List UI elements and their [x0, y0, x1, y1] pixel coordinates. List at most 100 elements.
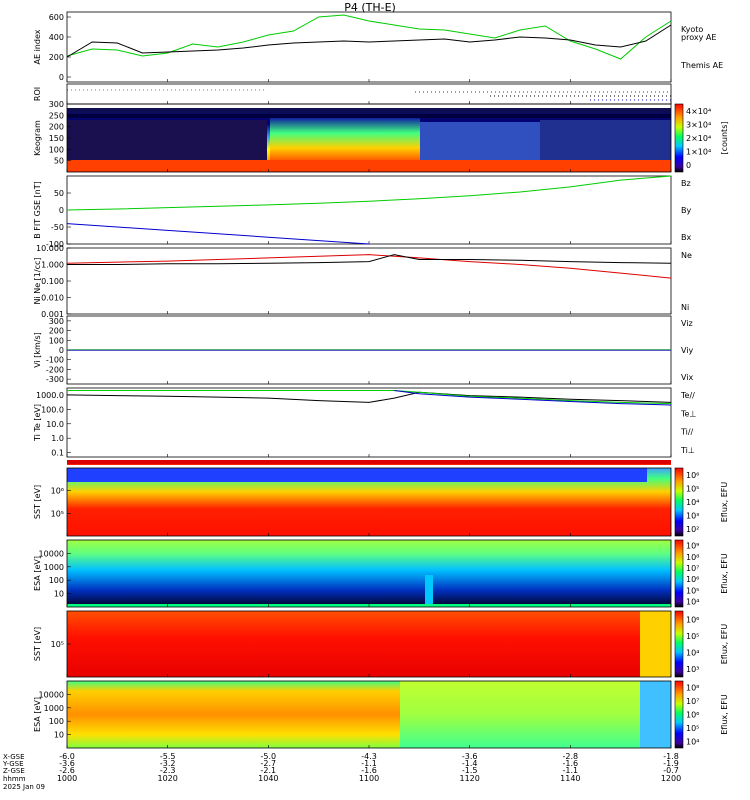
bfield-legend-label: By — [681, 206, 691, 215]
esa_e-colorbar-tick: 10⁴ — [686, 597, 699, 606]
velocity-ytick: -300 — [46, 375, 64, 384]
ephem-ygse-value: -2.7 — [261, 759, 277, 768]
temp-series-line — [66, 391, 672, 403]
ae-legend-label: proxy AE — [681, 33, 716, 42]
sst_i-ylabel: SST [eV] — [33, 627, 42, 661]
density-legend-label: Ni — [681, 303, 689, 312]
ephem-ygse-value: -1.9 — [663, 759, 679, 768]
sst-ion-colorbar — [674, 610, 684, 678]
ephem-ygse-label: Y-GSE — [2, 760, 24, 768]
bfield-series-line — [66, 175, 672, 211]
sst_e-colorbar-label: Eflux, EFU — [720, 482, 729, 523]
temp-ytick: 1000.0 — [36, 391, 64, 400]
bfield-ylabel: B FIT GSE [nT] — [33, 181, 42, 239]
velocity-ytick: 200 — [49, 327, 64, 336]
ephem-ygse-value: -3.2 — [160, 759, 176, 768]
sst_e-colorbar-tick: 10³ — [686, 512, 699, 521]
temp-series-line — [394, 390, 672, 406]
ephem-ygse-value: -1.1 — [361, 759, 377, 768]
temp-ytick: 10.0 — [46, 420, 64, 429]
velocity-ytick: 0 — [59, 346, 64, 355]
sst_i-colorbar-tick: 10³ — [686, 665, 699, 674]
ephem-ygse-value: -1.6 — [563, 759, 579, 768]
velocity-ytick: 100 — [49, 336, 64, 345]
keogram-colorbar-tick: 0 — [686, 161, 691, 170]
ae-legend-label: Kyoto — [681, 25, 703, 34]
keogram-colorbar-label: [counts] — [720, 122, 729, 155]
ephem-xgse-value: -6.0 — [59, 752, 75, 761]
ephem-xgse-value: -1.8 — [663, 752, 679, 761]
esa-ion-image — [67, 681, 671, 748]
velocity-ytick: -100 — [46, 356, 64, 365]
bfield-ytick: 50 — [54, 189, 64, 198]
ephem-zgse-label: Z-GSE — [3, 767, 25, 775]
esa_e-ylabel: ESA [eV] — [33, 556, 42, 591]
esa_i-colorbar-tick: 10⁷ — [686, 697, 699, 706]
keogram-ytick: 150 — [49, 134, 64, 143]
esa_i-ytick: 1000 — [44, 704, 64, 713]
esa_i-ytick: 10 — [54, 731, 64, 740]
sst_i-ytick: 10⁵ — [51, 640, 64, 649]
keogram-ytick: 300 — [49, 100, 64, 109]
roi-markers — [67, 89, 671, 101]
bfield-legend-label: Bx — [681, 233, 691, 242]
keogram-colorbar — [674, 103, 684, 173]
esa_i-ytick: 10000 — [39, 690, 64, 699]
esa_i-ytick: 100 — [49, 717, 64, 726]
esa_i-colorbar-label: Eflux, EFU — [720, 694, 729, 735]
keogram-colorbar-tick: 1×10⁴ — [686, 148, 711, 157]
sst_e-colorbar-tick: 10⁶ — [686, 471, 699, 480]
ephem-zgse-value: -2.1 — [261, 766, 277, 775]
esa_e-ytick: 100 — [49, 576, 64, 585]
esa_e-ytick: 10 — [54, 590, 64, 599]
esa_e-colorbar-tick: 10⁷ — [686, 564, 699, 573]
bfield-frame — [66, 175, 672, 245]
time-tick-label: 1040 — [258, 774, 278, 783]
keogram-ytick: 250 — [49, 111, 64, 120]
time-tick-label: 1020 — [157, 774, 177, 783]
ae-ytick: 200 — [49, 53, 64, 62]
velocity-legend-label: Vix — [681, 373, 694, 382]
ae-series-line — [66, 24, 672, 58]
sst_e-ylabel: SST [eV] — [33, 485, 42, 519]
temp-ytick: 0.1 — [51, 449, 64, 458]
keogram-ylabel: Keogram — [33, 120, 42, 156]
bfield-legend-label: Bz — [681, 179, 691, 188]
velocity-ylabel: Vi [km/s] — [33, 332, 42, 368]
density-frame — [66, 247, 672, 315]
time-tick-label: 1000 — [57, 774, 77, 783]
esa_e-colorbar-tick: 10⁶ — [686, 575, 699, 584]
ephem-ygse-value: -3.6 — [59, 759, 75, 768]
time-tick-label: 1140 — [560, 774, 580, 783]
esa_e-ytick: 10000 — [39, 549, 64, 558]
roi-ylabel: ROI — [33, 87, 42, 101]
temp-series-line — [67, 390, 672, 405]
velocity-legend-label: Viy — [681, 346, 694, 355]
esa_i-colorbar-tick: 10⁴ — [686, 737, 699, 746]
ephem-zgse-value: -1.5 — [462, 766, 478, 775]
ephemeris: X-GSE Y-GSE Z-GSE hhmm 2025 Jan 09 — [2, 753, 45, 791]
esa_i-colorbar-tick: 10⁵ — [686, 724, 699, 733]
sst_e-colorbar-tick: 10⁵ — [686, 484, 699, 493]
esa_e-colorbar-label: Eflux, EFU — [720, 553, 729, 594]
sst_i-colorbar-tick: 10⁵ — [686, 632, 699, 641]
ae-frame — [66, 11, 672, 83]
sst_e-ytick: 10⁵ — [51, 509, 64, 518]
ae-ylabel: AE index — [33, 29, 42, 64]
temp-legend-label: Ti⊥ — [680, 446, 695, 455]
ephem-zgse-value: -2.3 — [160, 766, 176, 775]
sst_e-colorbar-tick: 10² — [686, 525, 699, 534]
ephem-zgse-value: -0.7 — [663, 766, 679, 775]
chart-title: P4 (TH-E) — [344, 1, 396, 14]
sst-electron-image — [67, 460, 671, 536]
density-ytick: 0.010 — [41, 294, 64, 303]
esa_i-ylabel: ESA [eV] — [33, 697, 42, 732]
esa_i-colorbar-tick: 10⁶ — [686, 711, 699, 720]
ae-series-line — [66, 14, 672, 60]
density-ytick: 10.000 — [36, 244, 64, 253]
keogram-colorbar-tick: 3×10⁴ — [686, 120, 711, 129]
ephem-zgse-value: -1.1 — [563, 766, 579, 775]
density-ylabel: Ni Ne [1/cc] — [33, 257, 42, 304]
